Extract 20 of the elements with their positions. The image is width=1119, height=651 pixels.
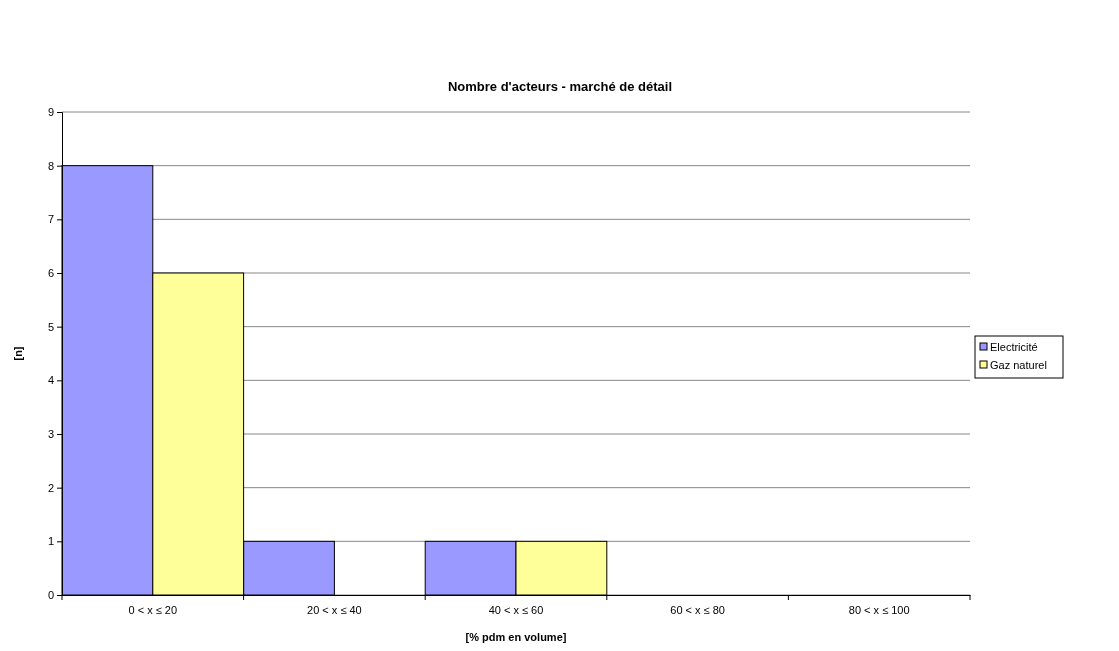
x-tick-label: 80 < x ≤ 100 [848, 603, 910, 616]
x-axis-title: [% pdm en volume] [465, 631, 567, 643]
y-tick-label: 0 [47, 589, 54, 602]
x-tick-label: 20 < x ≤ 40 [307, 603, 362, 616]
x-tick-label: 60 < x ≤ 80 [670, 603, 725, 616]
y-tick-label: 6 [47, 267, 54, 280]
y-tick-label: 7 [47, 213, 54, 226]
y-tick-label: 5 [47, 320, 54, 333]
x-tick-label: 0 < x ≤ 20 [128, 603, 178, 616]
y-tick-label: 4 [47, 374, 54, 387]
y-tick-label: 3 [47, 428, 54, 441]
legend-label: Electricité [990, 341, 1038, 353]
y-axis-title: [n] [12, 346, 24, 361]
y-tick-label: 8 [47, 159, 54, 172]
y-tick-label: 1 [47, 535, 54, 548]
y-tick-label: 9 [47, 106, 54, 119]
y-tick-label: 2 [47, 481, 54, 494]
chart-title: Nombre d'acteurs - marché de détail [447, 79, 673, 94]
legend-label: Gaz naturel [990, 359, 1047, 371]
x-tick-label: 40 < x ≤ 60 [488, 603, 544, 616]
